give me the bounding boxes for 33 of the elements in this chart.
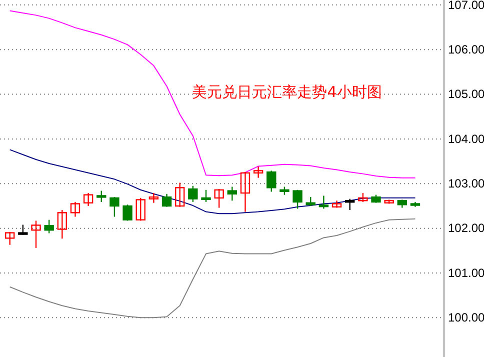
- text: 美元兑日元汇率走势4小时图: [192, 83, 382, 101]
- candlestick: [57, 209, 68, 240]
- y-tick-label: 100.00: [448, 310, 484, 325]
- candlestick: [214, 188, 224, 208]
- candlestick: [227, 186, 238, 202]
- candlestick: [174, 182, 185, 208]
- candlestick: [162, 193, 172, 208]
- candlestick: [292, 189, 302, 210]
- candlestick: [4, 231, 15, 246]
- candlestick: [110, 196, 120, 218]
- candlestick: [188, 185, 198, 203]
- candlestick: [318, 195, 329, 210]
- candlestick: [266, 170, 276, 192]
- y-tick-label: 107.00: [448, 0, 484, 12]
- candlestick: [122, 204, 132, 222]
- candlestick: [136, 197, 146, 222]
- candlestick: [44, 219, 54, 234]
- candlestick: [70, 201, 80, 218]
- candlestick: [96, 190, 106, 203]
- candlestick: [240, 171, 250, 212]
- candlestick: [253, 166, 264, 178]
- y-tick-label: 104.00: [448, 132, 484, 146]
- y-tick-label: 102.00: [448, 221, 484, 236]
- candlestick: [83, 192, 94, 207]
- y-tick-label: 106.00: [448, 42, 484, 56]
- candlestick: [201, 189, 211, 203]
- line-series: [9, 149, 416, 214]
- y-tick-label: 103.00: [448, 176, 484, 190]
- candlestick: [31, 220, 41, 249]
- y-tick-label: 105.00: [448, 87, 484, 102]
- candlestick: [344, 198, 355, 211]
- candlestick: [148, 192, 159, 204]
- y-tick-label: 101.00: [448, 266, 484, 280]
